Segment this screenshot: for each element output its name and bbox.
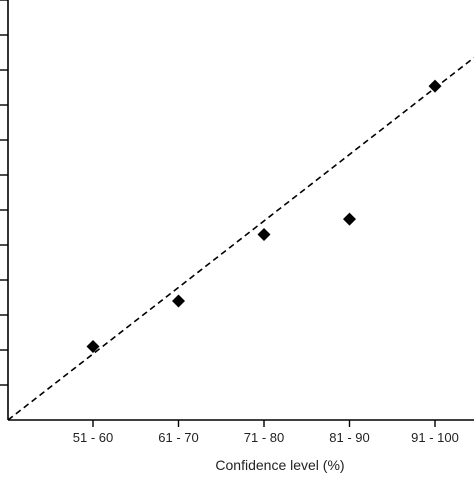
- data-point: [343, 212, 356, 226]
- reference-line-group: [7, 57, 474, 421]
- x-tick-label: 71 - 80: [244, 430, 284, 445]
- data-point: [428, 79, 442, 93]
- x-tick-labels: 51 - 60 61 - 70 71 - 80 81 - 90 91 - 100: [73, 430, 459, 445]
- axes: [0, 0, 474, 427]
- data-point: [86, 340, 100, 353]
- x-axis-label: Confidence level (%): [215, 457, 344, 473]
- x-tick-label: 51 - 60: [73, 430, 113, 445]
- x-tick-label: 61 - 70: [158, 430, 198, 445]
- data-point: [172, 294, 185, 308]
- data-points: [86, 79, 442, 353]
- data-point: [257, 228, 271, 241]
- x-tick-label: 81 - 90: [329, 430, 369, 445]
- x-tick-label: 91 - 100: [411, 430, 459, 445]
- reference-line: [7, 57, 474, 421]
